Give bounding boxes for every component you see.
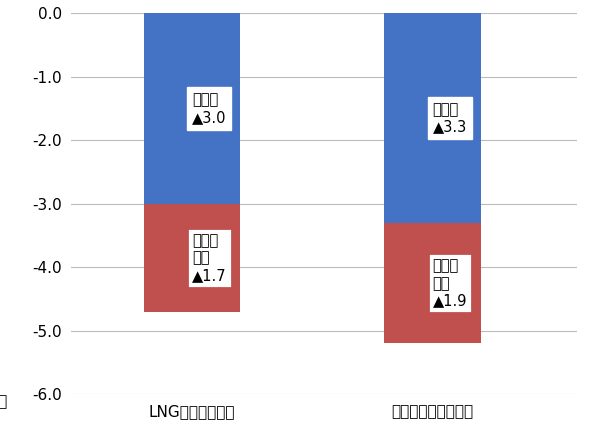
Text: 製造業
▲3.3: 製造業 ▲3.3 xyxy=(433,102,467,134)
Bar xyxy=(384,223,481,344)
Bar xyxy=(143,204,240,312)
Bar xyxy=(143,13,240,204)
Bar xyxy=(384,13,481,223)
Text: 製造業
▲3.0: 製造業 ▲3.0 xyxy=(192,92,226,125)
Text: 兆円: 兆円 xyxy=(0,394,8,409)
Text: 第三次
産業
▲1.7: 第三次 産業 ▲1.7 xyxy=(192,233,227,283)
Text: 第三次
産業
▲1.9: 第三次 産業 ▲1.9 xyxy=(433,258,467,308)
